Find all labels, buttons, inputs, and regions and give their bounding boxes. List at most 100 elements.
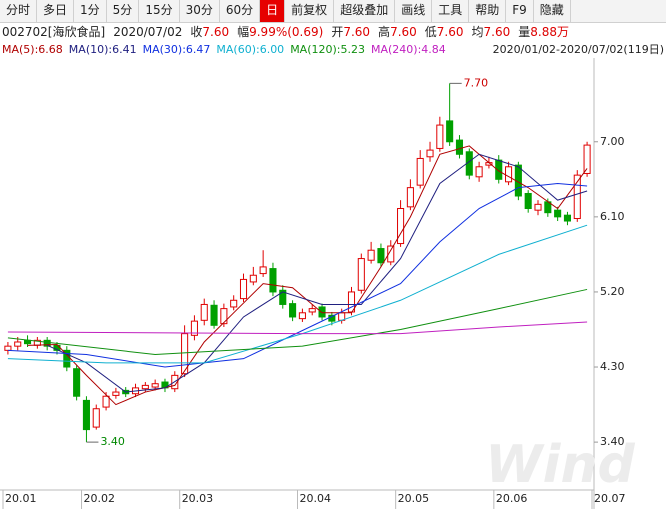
candle-body [583, 144, 591, 174]
quote-key: 收 [190, 25, 203, 39]
candle-body [141, 384, 149, 390]
y-tick-label: 6.10 [600, 210, 625, 223]
candle-body [298, 312, 306, 320]
candle-body [475, 166, 483, 178]
candle-body [446, 120, 454, 143]
candle-body [554, 209, 562, 218]
toolbar-button[interactable]: 多日 [37, 0, 75, 22]
y-tick-label: 4.30 [600, 360, 625, 373]
toolbar-button[interactable]: 前复权 [285, 0, 335, 22]
candle-body [308, 308, 316, 313]
candle-body [230, 299, 238, 308]
quote-key: 低 [424, 25, 437, 39]
watermark: Wind [485, 435, 635, 495]
candle-body [102, 395, 110, 408]
candle-body [357, 258, 365, 291]
toolbar-button[interactable]: 画线 [395, 0, 433, 22]
candle-body [397, 208, 405, 245]
candle-body [289, 303, 297, 318]
toolbar-button[interactable]: 帮助 [469, 0, 507, 22]
candle-body [426, 149, 434, 158]
quote-value: 7.60 [436, 25, 464, 39]
candle-body [318, 306, 326, 318]
x-tick-label: 20.03 [182, 492, 214, 505]
candle-body [73, 368, 81, 397]
annotation-label: 3.40 [100, 435, 125, 448]
candle-body [43, 339, 51, 347]
candle-body [455, 139, 464, 155]
quote-value: 7.60 [483, 25, 511, 39]
quote-item: 均7.60 [472, 23, 511, 41]
date-range: 2020/01/02-2020/07/02(119日) [492, 43, 664, 56]
quote-item: 开7.60 [331, 23, 370, 41]
x-tick-label: 20.02 [84, 492, 116, 505]
ma-line [7, 321, 588, 335]
toolbar-button[interactable]: 隐藏 [534, 0, 571, 22]
candle-body [4, 345, 12, 351]
candle-body [406, 187, 414, 208]
toolbar-button[interactable]: F9 [506, 0, 534, 22]
toolbar-button[interactable]: 工具 [432, 0, 470, 22]
quote-item: 高7.60 [378, 23, 417, 41]
x-tick-label: 20.06 [496, 492, 528, 505]
legend-entry: MA(240):4.84 [370, 43, 446, 56]
candle-body [239, 278, 248, 300]
legend-entry: MA(120):5.23 [290, 43, 365, 56]
candle-body [524, 192, 532, 210]
quote-item: 幅9.99%(0.69) [237, 23, 323, 41]
quote-key: 均 [471, 25, 484, 39]
quote-value: 7.60 [343, 25, 371, 39]
quote-value: 8.88万 [530, 25, 569, 39]
annotation-label: 7.70 [464, 76, 489, 89]
legend-entry: MA(10):6.41 [68, 43, 137, 56]
quote-key: 开 [331, 25, 344, 39]
quote-value: 7.60 [202, 25, 230, 39]
date: 2020/07/02 [113, 25, 183, 39]
stock-code: 002702[海欣食品] [2, 25, 106, 39]
toolbar-button[interactable]: 1分 [74, 0, 107, 22]
toolbar-button[interactable]: 15分 [139, 0, 180, 22]
legend-entry: MA(30):6.47 [142, 43, 211, 56]
candle-body [23, 339, 32, 345]
candle-body [387, 245, 395, 263]
x-tick-label: 20.04 [300, 492, 332, 505]
x-tick-label: 20.01 [5, 492, 37, 505]
toolbar-button[interactable]: 60分 [220, 0, 261, 22]
candle-body [220, 308, 228, 325]
quote-item: 低7.60 [425, 23, 464, 41]
ma-line [7, 182, 588, 368]
candle-body [82, 399, 90, 431]
candle-body [377, 248, 385, 264]
toolbar-button[interactable]: 日 [260, 0, 286, 22]
candle-body [249, 274, 257, 283]
ma-legend: MA(5):6.68 MA(10):6.41 MA(30):6.47 MA(60):6… [2, 42, 446, 58]
ma-line [7, 224, 588, 364]
ma-line [7, 288, 588, 356]
y-tick-label: 7.00 [600, 135, 625, 148]
ma-line [27, 145, 588, 406]
candle-body [210, 304, 218, 326]
candle-body [416, 157, 424, 186]
candle-body [367, 249, 375, 261]
candle-body [181, 333, 189, 375]
x-tick-label: 20.07 [594, 492, 626, 505]
candle-body [112, 391, 120, 396]
toolbar-button[interactable]: 30分 [180, 0, 220, 22]
toolbar: 分时 多日 1分 5分 15分 30分 60分日前复权 超级叠加 画线 工具 帮助 F9 隐藏 [0, 0, 666, 23]
toolbar-button[interactable]: 5分 [107, 0, 140, 22]
candle-body [269, 268, 277, 293]
quote-key: 高 [378, 25, 391, 39]
candle-body [534, 203, 542, 211]
quote-item: 收7.60 [190, 23, 229, 41]
toolbar-button[interactable]: 分时 [0, 0, 38, 22]
toolbar-button[interactable]: 超级叠加 [334, 0, 396, 22]
candle-body [259, 266, 267, 275]
candle-body [505, 166, 513, 183]
candle-body [563, 214, 572, 222]
y-tick-label: 3.40 [600, 435, 625, 448]
quote-value: 9.99%(0.69) [249, 25, 324, 39]
candle-body [436, 124, 444, 149]
ma-line [46, 153, 588, 393]
